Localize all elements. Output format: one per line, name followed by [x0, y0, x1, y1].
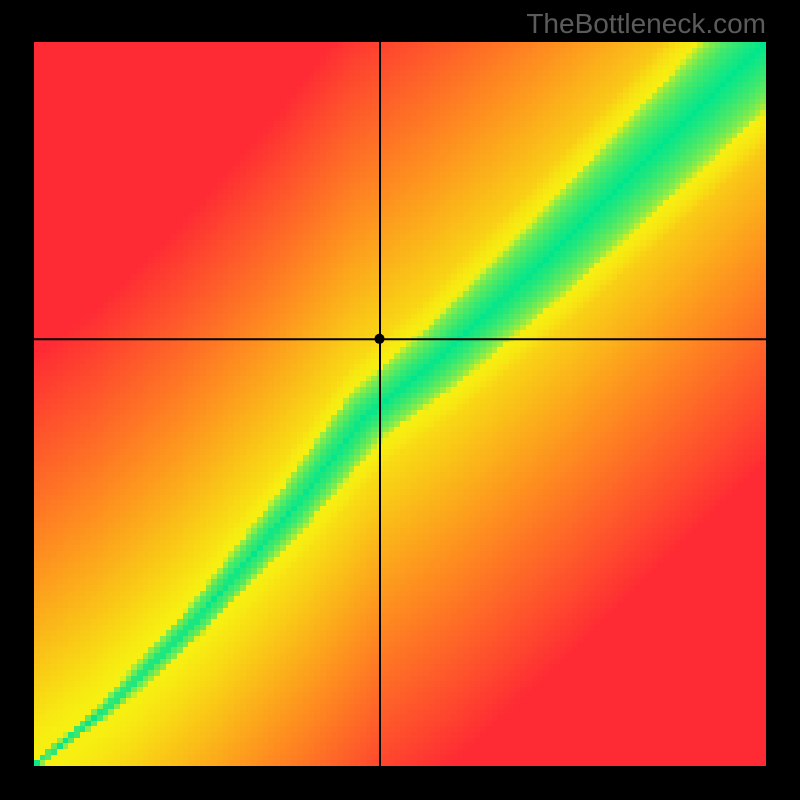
- watermark-text: TheBottleneck.com: [526, 8, 766, 40]
- bottleneck-heatmap-canvas: [34, 42, 766, 766]
- chart-root: TheBottleneck.com: [0, 0, 800, 800]
